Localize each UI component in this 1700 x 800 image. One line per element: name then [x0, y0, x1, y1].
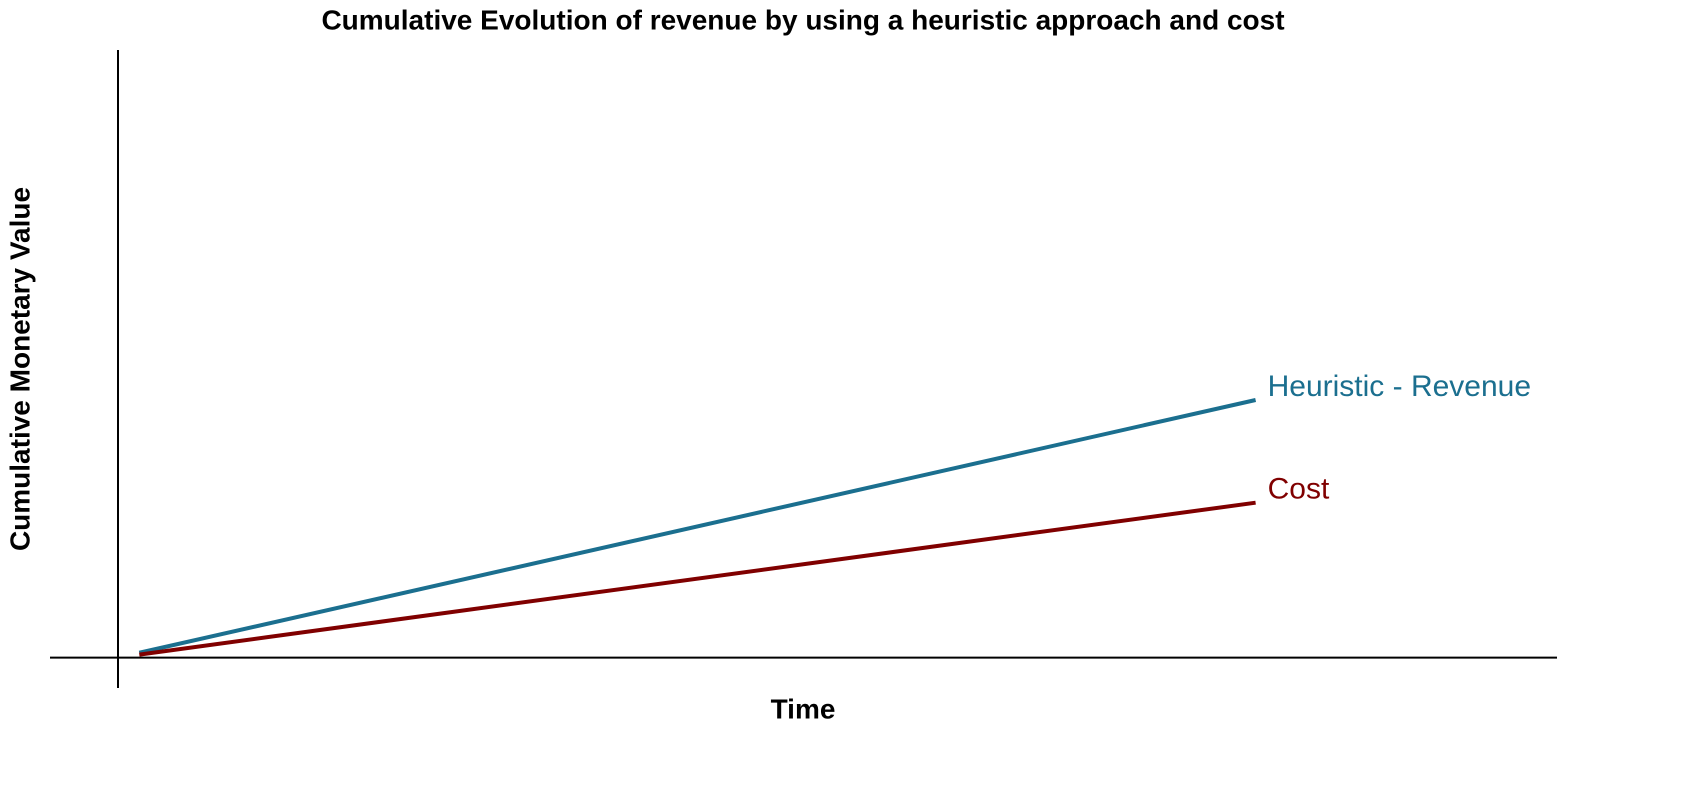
series-label: Cost — [1268, 473, 1330, 506]
series-line — [139, 500, 1256, 657]
series-line — [138, 398, 1257, 655]
y-axis-title: Cumulative Monetary Value — [4, 187, 35, 551]
x-axis-title: Time — [771, 693, 836, 724]
chart-title: Cumulative Evolution of revenue by using… — [321, 4, 1284, 35]
series-label: Heuristic - Revenue — [1268, 370, 1531, 403]
